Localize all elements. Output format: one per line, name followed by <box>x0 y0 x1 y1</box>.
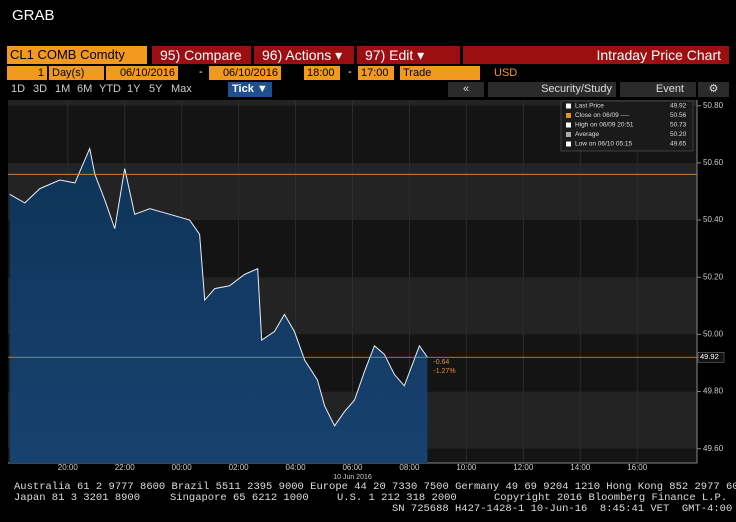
x-tick-label: 08:00 <box>399 463 420 472</box>
chart: 49.60 49.80 50.00 50.20 50.40 50.60 50.80 20:00… <box>8 100 725 480</box>
price-label-box <box>697 351 725 363</box>
chart-name: Intraday Price Chart <box>463 46 729 64</box>
footer-line: Australia 61 2 9777 8600 Brazil 5511 239… <box>14 481 736 493</box>
y-tick-label: 49.80 <box>703 387 724 396</box>
footer-item: Copyright 2016 Bloomberg Finance L.P. <box>494 492 728 504</box>
footer-item: Japan 81 3 3201 8900 <box>14 492 141 504</box>
unit-field[interactable]: Day(s) <box>49 66 104 80</box>
period-button[interactable]: Max <box>171 83 192 95</box>
security-field[interactable]: CL1 COMB Comdty <box>7 46 147 64</box>
x-tick-label: 10:00 <box>456 463 477 472</box>
x-tick-label: 02:00 <box>229 463 250 472</box>
y-tick-label: 50.00 <box>703 329 724 338</box>
back-button[interactable]: « <box>448 82 484 97</box>
start-date[interactable]: 06/10/2016 <box>106 66 178 80</box>
end-time[interactable]: 17:00 <box>358 66 394 80</box>
price-label: 49.92 <box>700 352 719 361</box>
legend-swatch <box>566 141 571 147</box>
legend-swatch <box>566 113 571 118</box>
legend-value: 49.65 <box>670 141 687 148</box>
legend-value: 50.56 <box>670 112 687 119</box>
y-tick-label: 50.80 <box>703 101 724 110</box>
legend-value: 50.73 <box>670 122 687 129</box>
legend-label: Close on 06/09 ---- <box>575 112 629 119</box>
count-field[interactable]: 1 <box>7 66 47 80</box>
period-button[interactable]: 5Y <box>149 83 163 95</box>
period-button[interactable]: 1M <box>55 83 71 95</box>
tick-button[interactable]: Tick ▼ <box>228 82 272 97</box>
x-tick-label: 16:00 <box>627 463 648 472</box>
separator: - <box>348 66 352 78</box>
legend-value: 50.20 <box>670 131 687 138</box>
legend-swatch <box>566 122 571 128</box>
legend-value: 49.92 <box>670 103 687 110</box>
compare-button[interactable]: 95) Compare <box>152 46 251 64</box>
period-button[interactable]: 1D <box>11 83 26 95</box>
event-button[interactable]: Event <box>620 82 696 97</box>
actions-button[interactable]: 96) Actions ▾ <box>254 46 354 64</box>
x-tick-label: 04:00 <box>286 463 307 472</box>
footer-line: SN 725688 H427-1428-1 10-Jun-16 8:45:41 … <box>392 503 733 515</box>
period-button[interactable]: 6M <box>77 83 93 95</box>
y-tick-label: 50.60 <box>703 158 724 167</box>
x-tick-label: 14:00 <box>570 463 591 472</box>
legend-label: High on 06/09 20:51 <box>575 122 634 129</box>
start-time[interactable]: 18:00 <box>304 66 340 80</box>
legend-swatch <box>566 132 571 137</box>
separator: - <box>199 66 203 78</box>
change-annotation: -0.64 <box>433 359 449 366</box>
study-button[interactable]: Security/Study <box>488 82 616 97</box>
x-tick-label: 00:00 <box>172 463 193 472</box>
end-date[interactable]: 06/10/2016 <box>209 66 281 80</box>
footer-item: Singapore 65 6212 1000 <box>170 492 309 504</box>
legend-label: Last Price <box>575 103 604 110</box>
x-tick-label: 22:00 <box>115 463 136 472</box>
legend-box <box>560 100 694 152</box>
period-button[interactable]: 1Y <box>127 83 141 95</box>
x-tick-label: 12:00 <box>513 463 534 472</box>
field-select[interactable]: Trade <box>400 66 480 80</box>
x-tick-label: 06:00 <box>342 463 363 472</box>
edit-button[interactable]: 97) Edit ▾ <box>357 46 460 64</box>
settings-button[interactable]: ⚙ <box>698 82 729 97</box>
y-tick-label: 50.20 <box>703 272 724 281</box>
window-title: GRAB <box>12 7 55 24</box>
change-annotation: -1.27% <box>433 368 455 375</box>
y-tick-label: 49.60 <box>703 444 724 453</box>
date-label: 10 Jun 2016 <box>333 474 372 480</box>
legend-swatch <box>566 103 571 109</box>
footer-item: U.S. 1 212 318 2000 <box>337 492 457 504</box>
period-button[interactable]: 3D <box>33 83 48 95</box>
currency: USD <box>494 67 518 79</box>
x-tick-label: 20:00 <box>58 463 79 472</box>
y-tick-label: 50.40 <box>703 215 724 224</box>
legend-label: Average <box>575 131 599 138</box>
period-button[interactable]: YTD <box>99 83 121 95</box>
legend-label: Low on 06/10 05:15 <box>575 141 632 148</box>
